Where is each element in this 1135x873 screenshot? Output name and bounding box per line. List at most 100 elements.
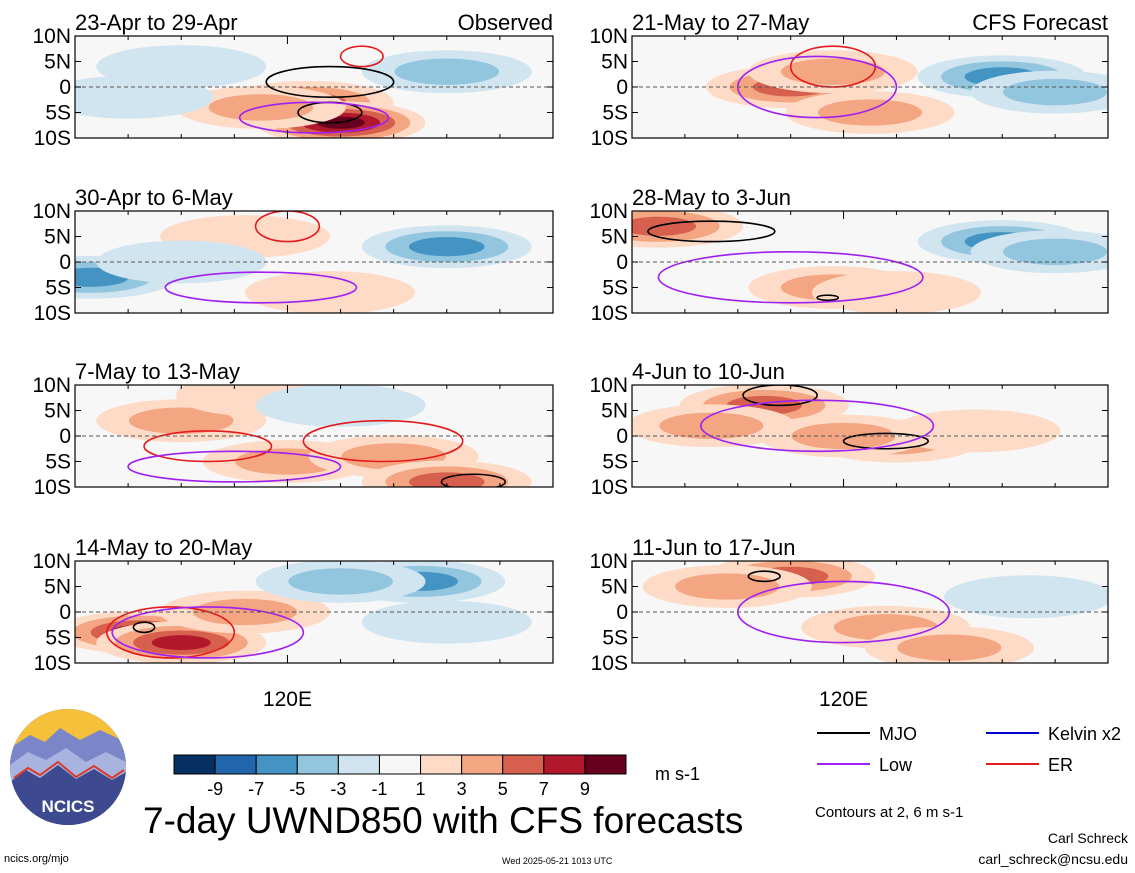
panel-period-label: 7-May to 13-May xyxy=(75,359,240,384)
lat-tick-label: 5N xyxy=(44,51,71,74)
legend: MJO Kelvin x2 Low ER xyxy=(817,724,1121,775)
lat-tick-label: 5N xyxy=(44,400,71,423)
anomaly-shade xyxy=(255,385,426,427)
anomaly-shade xyxy=(817,99,923,126)
colorbar: -9 -7 -5 -3 -1 1 3 5 7 9 xyxy=(173,754,627,799)
colorbar-tick-label: 9 xyxy=(580,779,590,799)
colorbar-swatch xyxy=(173,754,216,775)
anomaly-shade xyxy=(288,568,393,595)
lat-tick-label: 10S xyxy=(591,652,628,675)
lat-tick-label: 5N xyxy=(601,400,628,423)
ncics-logo: NCICS xyxy=(10,709,126,825)
colorbar-swatch xyxy=(378,754,422,775)
colorbar-swatch xyxy=(543,754,586,775)
footer-timestamp: Wed 2025-05-21 1013 UTC xyxy=(502,856,613,866)
anomaly-shade xyxy=(780,58,886,85)
anomaly-shade xyxy=(1003,78,1108,106)
anomaly-shade xyxy=(659,412,764,439)
lat-tick-label: 0 xyxy=(616,251,628,274)
lat-tick-label: 5S xyxy=(45,277,71,300)
colorbar-tick-label: -3 xyxy=(330,779,346,799)
legend-label: MJO xyxy=(879,724,917,744)
colorbar-tick-label: 5 xyxy=(498,779,508,799)
colorbar-tick-label: -5 xyxy=(289,779,305,799)
panel-period-label: 11-Jun to 17-Jun xyxy=(632,535,795,560)
lat-tick-label: 10N xyxy=(589,374,628,397)
anomaly-shade xyxy=(75,75,214,119)
lat-tick-label: 5S xyxy=(45,627,71,650)
colorbar-tick-label: 7 xyxy=(539,779,549,799)
lat-tick-label: 10N xyxy=(32,200,71,223)
contour-er xyxy=(254,211,321,243)
lat-tick-label: 10S xyxy=(34,652,71,675)
lat-tick-label: 10N xyxy=(32,374,71,397)
panel-period-label: 14-May to 20-May xyxy=(75,535,252,560)
lat-tick-label: 10N xyxy=(589,200,628,223)
lat-tick-label: 0 xyxy=(59,251,71,274)
anomaly-shade xyxy=(409,472,485,487)
lat-tick-label: 10S xyxy=(34,127,71,150)
lat-tick-label: 10N xyxy=(32,25,71,48)
colorbar-swatch xyxy=(296,754,339,775)
colorbar-swatch xyxy=(255,754,298,775)
footer-url[interactable]: ncics.org/mjo xyxy=(4,853,69,865)
contour-mjo xyxy=(742,385,818,407)
contour-mjo xyxy=(265,65,395,98)
lat-tick-label: 10N xyxy=(32,550,71,573)
colorbar-swatch xyxy=(420,754,463,775)
panel-period-label: 30-Apr to 6-May xyxy=(75,185,233,210)
contour-er xyxy=(106,606,236,659)
contour-low xyxy=(657,250,924,304)
contour-low xyxy=(111,606,305,659)
lat-tick-label: 0 xyxy=(59,601,71,624)
anomaly-shade xyxy=(409,237,485,257)
lat-tick-label: 0 xyxy=(616,76,628,99)
contours-note: Contours at 2, 6 m s-1 xyxy=(815,804,964,821)
lat-tick-label: 10S xyxy=(34,302,71,325)
contour-low xyxy=(238,101,390,134)
contour-mjo xyxy=(747,570,781,583)
colorbar-tick-label: 1 xyxy=(416,779,426,799)
colorbar-tick-label: 3 xyxy=(457,779,467,799)
lat-tick-label: 5S xyxy=(602,277,628,300)
lat-tick-label: 10N xyxy=(589,550,628,573)
lat-tick-label: 10S xyxy=(591,302,628,325)
figure-title: 7-day UWND850 with CFS forecasts xyxy=(143,800,744,841)
colorbar-unit: m s-1 xyxy=(655,764,700,784)
footer-author: Carl Schreck xyxy=(1047,830,1128,846)
contour-mjo xyxy=(440,473,506,487)
lat-tick-label: 5N xyxy=(601,51,628,74)
lat-tick-label: 0 xyxy=(616,601,628,624)
lat-tick-label: 5N xyxy=(601,226,628,249)
lon-tick-label: 120E xyxy=(819,688,868,711)
colorbar-tick-label: -9 xyxy=(207,779,223,799)
contour-er xyxy=(302,419,464,463)
lat-tick-label: 5S xyxy=(602,627,628,650)
lat-tick-label: 10N xyxy=(589,25,628,48)
lat-tick-label: 10S xyxy=(34,476,71,499)
anomaly-shade xyxy=(891,409,1061,453)
anomaly-shade xyxy=(675,573,780,600)
legend-label: ER xyxy=(1048,755,1073,775)
anomaly-shade xyxy=(1003,238,1108,265)
footer-email[interactable]: carl_schreck@ncsu.edu xyxy=(978,851,1128,867)
contour-er xyxy=(143,430,273,463)
anomaly-shade xyxy=(944,575,1108,619)
panel-tag-label: Observed xyxy=(458,10,553,35)
contour-mjo xyxy=(842,432,929,450)
anomaly-shade xyxy=(394,58,500,85)
lat-tick-label: 5S xyxy=(45,451,71,474)
contour-er xyxy=(339,45,384,68)
legend-label: Kelvin x2 xyxy=(1048,724,1121,744)
panel-period-label: 23-Apr to 29-Apr xyxy=(75,10,238,35)
anomaly-shade xyxy=(128,407,234,434)
contour-low xyxy=(127,450,342,483)
colorbar-swatch xyxy=(337,754,380,775)
